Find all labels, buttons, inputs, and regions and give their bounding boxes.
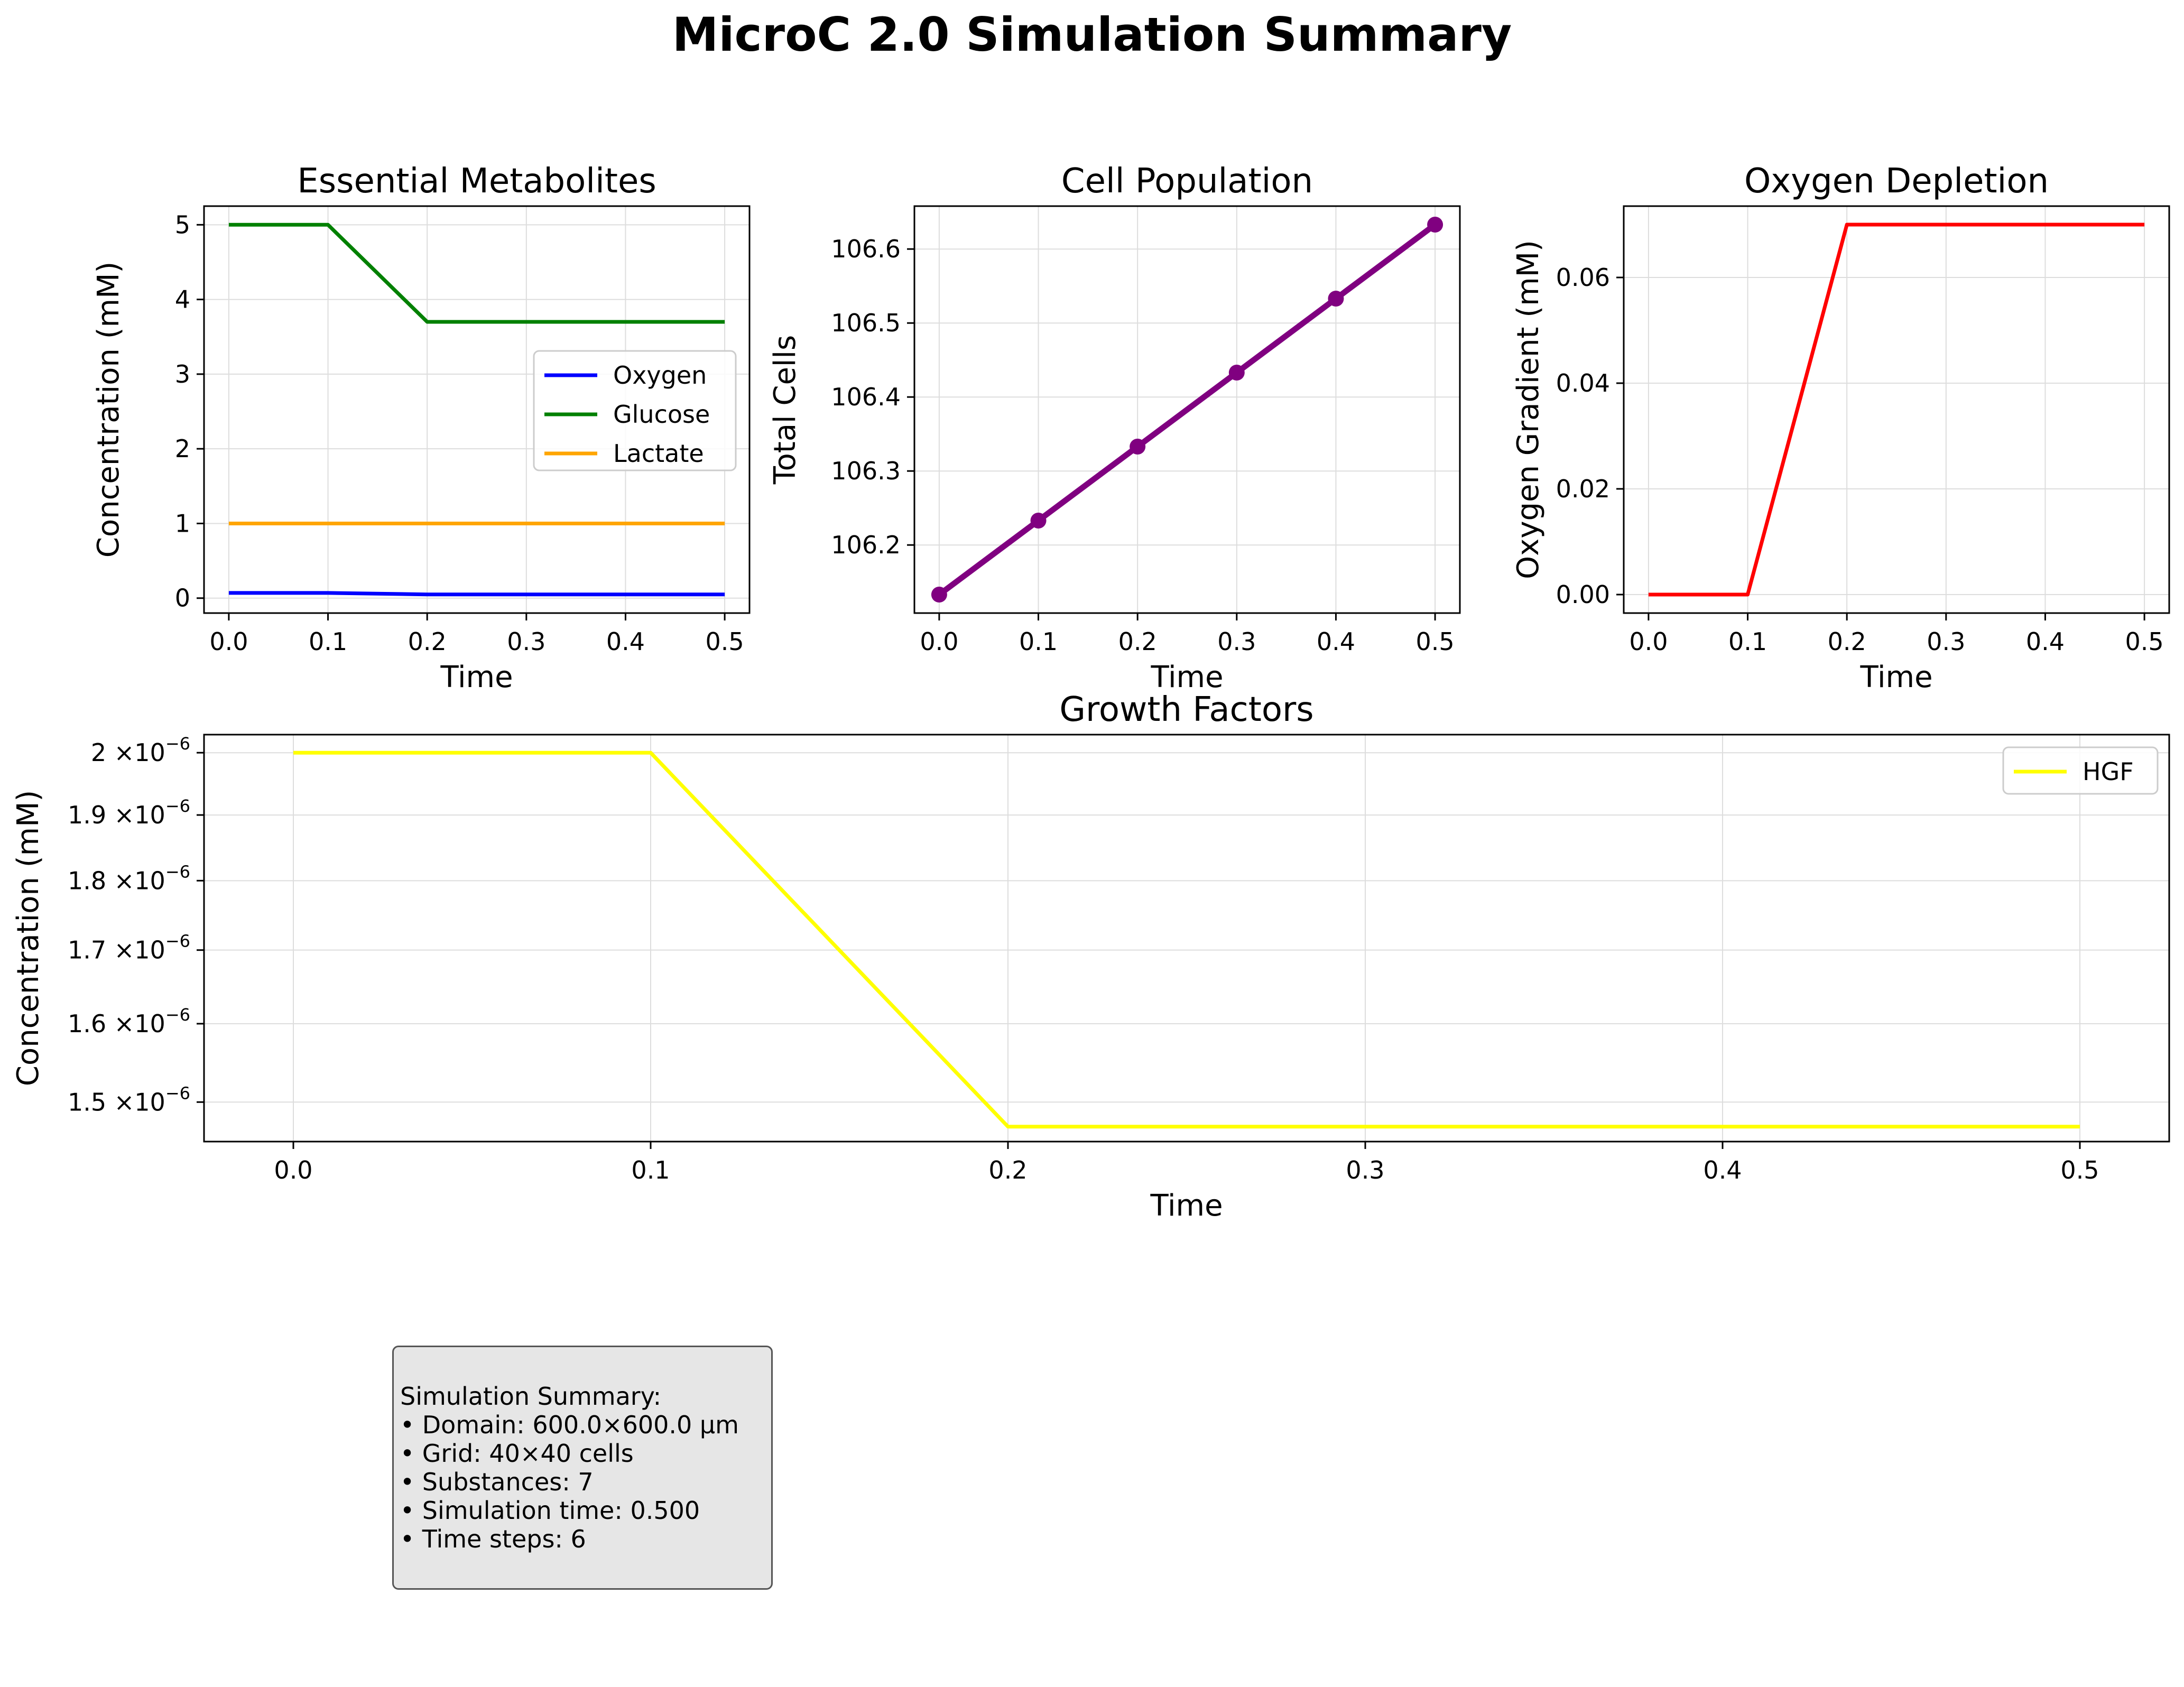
x-axis-label: Time bbox=[1150, 660, 1223, 694]
y-tick-label: 1.9 ×10−6 bbox=[68, 796, 190, 829]
y-tick-label: 1.6 ×10−6 bbox=[68, 1005, 190, 1038]
x-tick-label: 0.3 bbox=[1927, 627, 1965, 656]
legend-label: Lactate bbox=[613, 439, 704, 468]
x-tick-label: 0.0 bbox=[274, 1156, 312, 1184]
series-line-cells bbox=[937, 222, 1437, 597]
y-tick-label: 1.8 ×10−6 bbox=[68, 861, 190, 895]
x-tick-label: 0.1 bbox=[1019, 627, 1058, 656]
chart-title: Oxygen Depletion bbox=[1744, 162, 2049, 201]
x-tick-label: 0.4 bbox=[606, 627, 645, 656]
legend-frame bbox=[533, 350, 737, 471]
y-tick-label: 0.06 bbox=[1556, 263, 1610, 292]
summary-line-simulation-time: • Simulation time: 0.500 bbox=[400, 1496, 700, 1525]
chart-metabolites: 0.0 0.1 0.2 0.3 0.4 0.5 0 1 2 3 4 5 Essential Metabo… bbox=[91, 162, 751, 694]
x-tick-label: 0.5 bbox=[2125, 627, 2164, 656]
plot-frame bbox=[203, 734, 2170, 1143]
data-point bbox=[1030, 513, 1047, 529]
y-tick-label: 106.6 bbox=[831, 235, 901, 263]
x-tick-label: 0.1 bbox=[1728, 627, 1767, 656]
y-tick-label: 0 bbox=[175, 584, 190, 613]
x-tick-label: 0.4 bbox=[2026, 627, 2065, 656]
legend: HGF bbox=[2002, 746, 2159, 795]
x-tick-label: 0.3 bbox=[1346, 1156, 1384, 1184]
data-point bbox=[931, 587, 947, 602]
x-tick-label: 0.1 bbox=[631, 1156, 670, 1184]
y-tick-label: 3 bbox=[175, 360, 190, 388]
x-tick-label: 0.2 bbox=[1828, 627, 1866, 656]
y-tick-label: 106.4 bbox=[831, 383, 901, 411]
legend-label: Glucose bbox=[613, 400, 710, 429]
y-tick-label: 0.02 bbox=[1556, 475, 1610, 503]
x-tick-label: 0.5 bbox=[2060, 1156, 2099, 1184]
x-tick-label: 0.0 bbox=[1629, 627, 1668, 656]
plot-frame bbox=[1623, 205, 2170, 614]
summary-heading: Simulation Summary: bbox=[400, 1382, 662, 1411]
y-axis-label: Oxygen Gradient (mM) bbox=[1511, 240, 1546, 579]
y-tick-label: 2 bbox=[175, 434, 190, 463]
legend-label: Oxygen bbox=[613, 361, 707, 390]
x-tick-label: 0.0 bbox=[209, 627, 248, 656]
data-point bbox=[1130, 439, 1146, 455]
x-tick-label: 0.2 bbox=[988, 1156, 1027, 1184]
legend-label: HGF bbox=[2083, 757, 2134, 786]
y-tick-label: 2 ×10−6 bbox=[91, 734, 190, 767]
y-axis-label: Total Cells bbox=[768, 335, 802, 485]
data-point bbox=[1328, 291, 1344, 307]
page-title: MicroC 2.0 Simulation Summary bbox=[672, 7, 1512, 62]
chart-cells: 0.0 0.1 0.2 0.3 0.4 0.5 106.2 106.3 106.4 106.5 10… bbox=[768, 162, 1461, 694]
y-tick-label: 106.2 bbox=[831, 531, 901, 559]
x-tick-label: 0.4 bbox=[1317, 627, 1355, 656]
series-line-oxygen bbox=[228, 591, 725, 597]
y-tick-label: 4 bbox=[175, 285, 190, 314]
y-tick-label: 106.5 bbox=[831, 309, 901, 337]
summary-line-time-steps: • Time steps: 6 bbox=[400, 1525, 586, 1553]
x-axis-label: Time bbox=[1150, 1189, 1223, 1223]
plot-frame bbox=[913, 205, 1461, 614]
x-tick-label: 0.2 bbox=[1118, 627, 1157, 656]
summary-line-substances: • Substances: 7 bbox=[400, 1468, 594, 1496]
x-tick-label: 0.4 bbox=[1703, 1156, 1742, 1184]
y-tick-label: 0.00 bbox=[1556, 580, 1610, 609]
y-tick-label: 5 bbox=[175, 210, 190, 239]
y-tick-label: 1.5 ×10−6 bbox=[68, 1083, 190, 1116]
data-point bbox=[1228, 365, 1245, 381]
y-tick-label: 1 bbox=[175, 509, 190, 537]
chart-growth-factors: 0.0 0.1 0.2 0.3 0.4 0.5 1.5 ×10−6 1.6 ×10−6 1.7 … bbox=[11, 690, 2170, 1223]
chart-title: Essential Metabolites bbox=[297, 162, 656, 201]
x-tick-label: 0.5 bbox=[1416, 627, 1455, 656]
series-line-glucose bbox=[228, 223, 725, 324]
x-tick-label: 0.5 bbox=[706, 627, 744, 656]
y-tick-label: 1.7 ×10−6 bbox=[68, 931, 190, 965]
x-tick-label: 0.1 bbox=[309, 627, 347, 656]
series-line-hgf bbox=[293, 750, 2080, 1129]
x-axis-label: Time bbox=[440, 660, 513, 694]
x-axis-label: Time bbox=[1859, 660, 1932, 694]
x-tick-label: 0.3 bbox=[507, 627, 545, 656]
x-tick-label: 0.2 bbox=[408, 627, 447, 656]
plot-frame bbox=[203, 205, 751, 614]
legend-frame bbox=[2002, 746, 2159, 795]
x-tick-label: 0.0 bbox=[920, 627, 958, 656]
chart-oxygen-depletion: 0.0 0.1 0.2 0.3 0.4 0.5 0.00 0.02 0.04 0.06 Oxygen… bbox=[1511, 162, 2170, 694]
summary-line-grid: • Grid: 40×40 cells bbox=[400, 1439, 634, 1468]
legend: Oxygen Glucose Lactate bbox=[533, 350, 737, 471]
y-axis-label: Concentration (mM) bbox=[11, 790, 45, 1087]
simulation-summary-box: Simulation Summary: • Domain: 600.0×600.… bbox=[392, 1346, 773, 1590]
data-point bbox=[1427, 217, 1443, 233]
series-line-oxygen-depletion bbox=[1648, 223, 2145, 597]
y-axis-label: Concentration (mM) bbox=[91, 262, 126, 558]
y-tick-label: 0.04 bbox=[1556, 369, 1610, 397]
x-tick-label: 0.3 bbox=[1217, 627, 1256, 656]
chart-title: Growth Factors bbox=[1059, 690, 1313, 729]
y-tick-label: 106.3 bbox=[831, 457, 901, 485]
chart-title: Cell Population bbox=[1061, 162, 1313, 201]
summary-line-domain: • Domain: 600.0×600.0 μm bbox=[400, 1411, 739, 1439]
